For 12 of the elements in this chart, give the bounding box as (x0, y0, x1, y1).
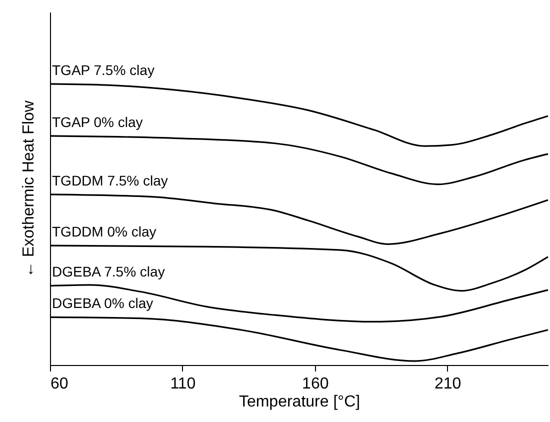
y-axis-title: ← Exothermic Heat Flow (20, 100, 38, 278)
series-label: DGEBA 7.5% clay (52, 264, 165, 280)
x-tick-label: 160 (302, 376, 329, 392)
series-label: TGDDM 0% clay (52, 224, 156, 240)
x-tick-label: 210 (434, 376, 462, 392)
x-tick-label: 60 (50, 376, 68, 392)
x-axis-title: Temperature [°C] (238, 394, 360, 410)
series-label: TGDDM 7.5% clay (52, 172, 168, 188)
x-tick-label: 110 (170, 376, 196, 392)
series-label: TGAP 7.5% clay (52, 62, 154, 78)
series-label: TGAP 0% clay (52, 114, 143, 130)
series-label: DGEBA 0% clay (52, 295, 154, 312)
